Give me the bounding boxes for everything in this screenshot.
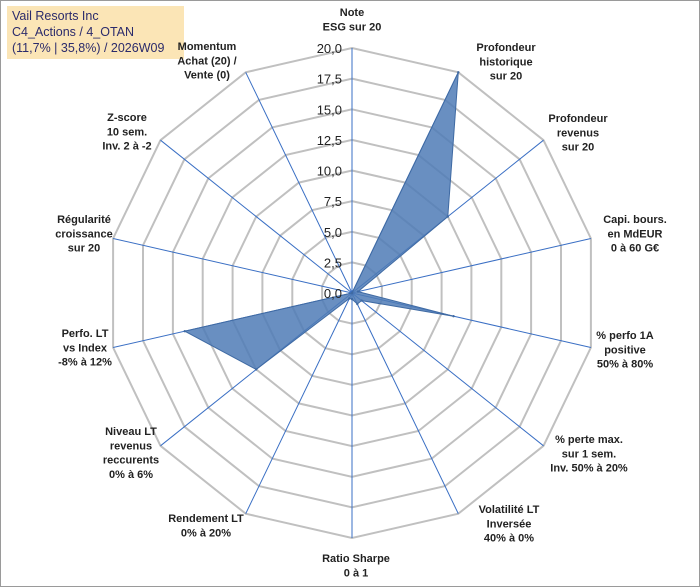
axis-label-line: % perte max. (555, 434, 623, 446)
tick-label: 7,5 (324, 194, 342, 209)
axis-label-line: % perfo 1A (596, 330, 654, 342)
axis-label-line: positive (604, 344, 646, 356)
axis-label-line: Inv. 2 à -2 (102, 141, 151, 153)
axis-label: % perte max. sur 1 sem. Inv. 50% à 20% (550, 434, 628, 475)
axis-label-line: Vente (0) (184, 70, 230, 82)
tick-label: 5,0 (324, 225, 342, 240)
radar-spoke (245, 72, 353, 294)
tick-label: 20,0 (317, 41, 342, 56)
portfolio-path: C4_Actions / 4_OTAN (12, 25, 135, 39)
series-point (457, 71, 460, 74)
axis-label-line: Ratio Sharpe (322, 553, 390, 565)
series-point (452, 315, 455, 318)
axis-label-line: 0% à 20% (181, 527, 231, 539)
axis-label-line: sur 20 (490, 71, 522, 83)
axis-label-line: Perfo. LT (62, 328, 109, 340)
axis-label: Profondeur revenus sur 20 (548, 113, 608, 154)
axis-label: % perfo 1A positive 50% à 80% (596, 330, 654, 371)
series-point (350, 291, 354, 295)
axis-label-line: vs Index (63, 342, 108, 354)
tick-label: 0,0 (324, 286, 342, 301)
axis-label-line: 0% à 6% (109, 469, 153, 481)
axis-label: Régularité croissance sur 20 (55, 214, 112, 255)
axis-label-line: Inversée (487, 518, 532, 530)
axis-label-line: Volatilité LT (479, 504, 540, 516)
axis-label-line: Niveau LT (105, 426, 157, 438)
axis-label-line: Capi. bours. (603, 214, 667, 226)
series-point (255, 368, 258, 371)
series-point (183, 330, 186, 333)
series-point (356, 302, 359, 306)
radar-spoke (351, 292, 459, 514)
axis-label-line: 40% à 0% (484, 533, 534, 545)
radar-axis-labels: Note ESG sur 20 Profondeur historique sur 20… (55, 7, 667, 579)
axis-label-line: Rendement LT (168, 513, 244, 525)
axis-label: Niveau LT revenus reccurents 0% à 6% (103, 426, 159, 481)
company-name: Vail Resorts Inc (12, 9, 99, 23)
axis-label-line: historique (479, 56, 532, 68)
radar-spoke (160, 139, 353, 294)
tick-label: 10,0 (317, 164, 342, 179)
axis-label-line: Note (340, 7, 364, 19)
axis-label: Rendement LT 0% à 20% (168, 513, 244, 539)
axis-label: Perfo. LT vs Index -8% à 12% (58, 328, 112, 369)
tick-label: 17,5 (317, 72, 342, 87)
series-point (348, 297, 351, 300)
axis-label-line: Profondeur (548, 113, 608, 125)
tick-label: 2,5 (324, 255, 342, 270)
axis-label: Profondeur historique sur 20 (476, 42, 536, 83)
axis-label-line: 50% à 80% (597, 359, 653, 371)
axis-label-line: Z-score (107, 112, 147, 124)
axis-label-line: sur 20 (562, 142, 594, 154)
axis-label-line: Momentum (178, 41, 237, 53)
axis-label-line: 0 à 60 G€ (611, 243, 659, 255)
axis-label-line: ESG sur 20 (323, 21, 382, 33)
radar-spoke (351, 238, 592, 294)
axis-label: Z-score 10 sem. Inv. 2 à -2 (102, 112, 151, 153)
axis-label-line: 10 sem. (107, 126, 147, 138)
axis-label-line: -8% à 12% (58, 357, 112, 369)
series-point (350, 297, 354, 301)
radar-spoke (245, 292, 353, 514)
axis-label-line: Profondeur (476, 42, 536, 54)
radar-series (183, 71, 460, 371)
performance-summary: (11,7% | 35,8%) / 2026W09 (12, 41, 165, 55)
axis-label-line: Achat (20) / (177, 55, 236, 67)
axis-label: Momentum Achat (20) / Vente (0) (177, 41, 236, 82)
series-area (183, 72, 459, 370)
axis-label-line: croissance (55, 228, 112, 240)
axis-label-line: en MdEUR (608, 228, 663, 240)
axis-label-line: reccurents (103, 455, 159, 467)
axis-label-line: revenus (557, 127, 599, 139)
axis-label-line: sur 1 sem. (562, 448, 616, 460)
axis-label: Note ESG sur 20 (323, 7, 382, 33)
radar-tick-labels: 0,0 2,5 5,0 7,5 10,0 12,5 15,0 17,5 20,0 (317, 41, 342, 301)
axis-label: Capi. bours. en MdEUR 0 à 60 G€ (603, 214, 667, 255)
radar-spoke (112, 238, 353, 294)
axis-label: Volatilité LT Inversée 40% à 0% (479, 504, 540, 545)
tick-label: 12,5 (317, 133, 342, 148)
series-point (446, 215, 449, 218)
axis-label-line: Inv. 50% à 20% (550, 463, 628, 475)
axis-label-line: 0 à 1 (344, 567, 368, 579)
series-point (356, 290, 360, 293)
series-point (360, 299, 363, 302)
axis-label-line: Régularité (57, 214, 111, 226)
axis-label-line: revenus (110, 440, 152, 452)
chart-title-box: Vail Resorts Inc C4_Actions / 4_OTAN (11… (7, 6, 184, 59)
axis-label-line: sur 20 (68, 243, 100, 255)
axis-label: Ratio Sharpe 0 à 1 (322, 553, 390, 579)
radar-spoke (351, 292, 544, 447)
tick-label: 15,0 (317, 102, 342, 117)
